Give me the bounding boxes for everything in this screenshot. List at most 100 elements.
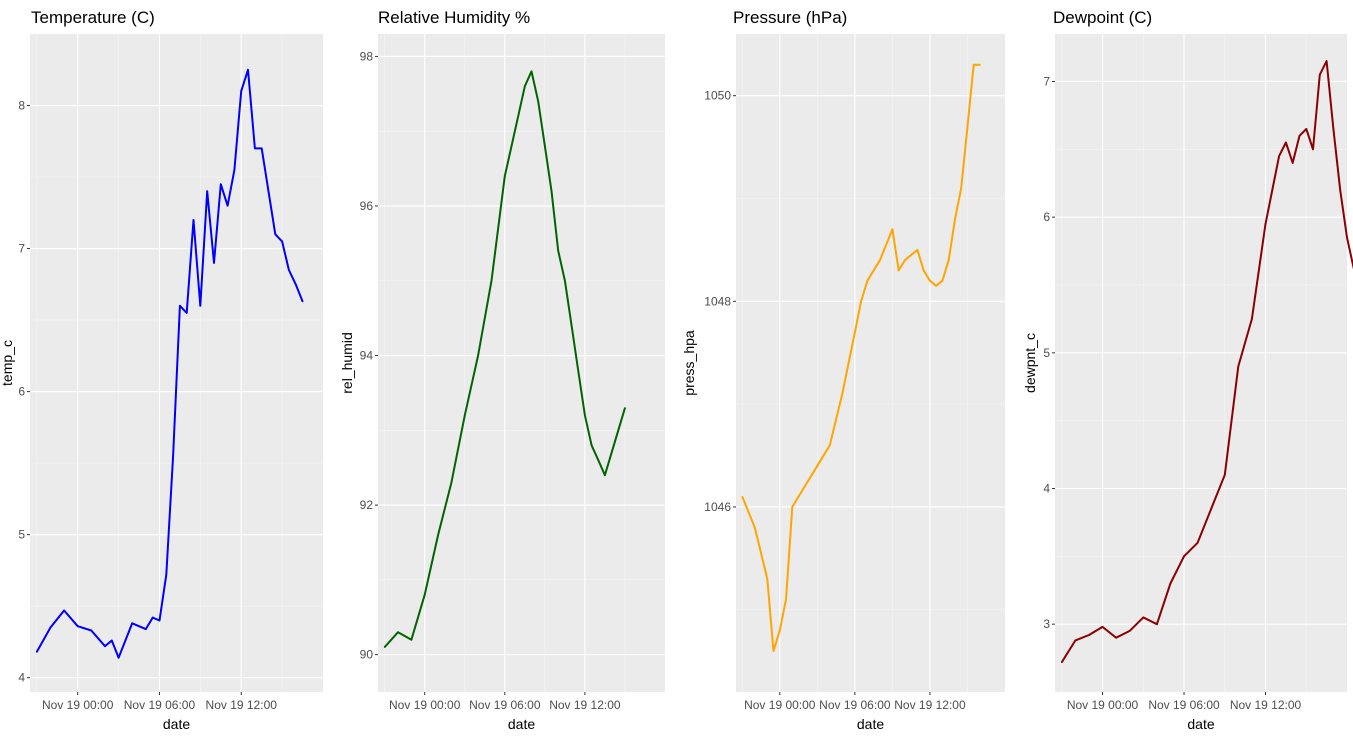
- chart-panel-2: 90 92 94 96 98 Nov 19 00:00 Nov 19 06:00 Nov 19…: [339, 8, 665, 732]
- data-point: [1183, 555, 1185, 558]
- chart-title: Relative Humidity %: [378, 8, 530, 27]
- data-point: [1305, 128, 1308, 130]
- data-point: [410, 638, 413, 641]
- data-point: [524, 85, 526, 88]
- data-point: [76, 625, 79, 627]
- data-point: [104, 645, 106, 647]
- data-point: [766, 578, 769, 580]
- y-axis-label: dewpnt_c: [1022, 333, 1038, 393]
- y-tick-label: 94: [360, 349, 374, 363]
- data-point: [192, 219, 195, 221]
- data-point: [972, 64, 975, 66]
- data-point: [274, 233, 277, 236]
- y-tick-label: 3: [1043, 617, 1050, 631]
- y-tick-label: 1048: [704, 294, 731, 308]
- y-tick-label: 8: [18, 99, 25, 113]
- chart-title: Pressure (hPa): [733, 8, 847, 27]
- y-axis-label: press_hpa: [681, 330, 697, 396]
- data-point: [1061, 661, 1063, 663]
- data-point: [1298, 135, 1301, 137]
- data-point: [1291, 162, 1294, 164]
- data-point: [1210, 508, 1212, 510]
- data-point: [437, 534, 439, 536]
- data-point: [1346, 236, 1348, 239]
- x-axis-label: date: [1187, 716, 1214, 732]
- data-point: [929, 279, 931, 282]
- data-point: [158, 619, 161, 622]
- data-point: [233, 169, 236, 171]
- data-point: [1264, 223, 1267, 225]
- data-point: [1074, 639, 1077, 642]
- x-tick-label: Nov 19 00:00: [1067, 698, 1139, 712]
- data-point: [1128, 630, 1131, 632]
- data-point: [247, 69, 249, 71]
- data-point: [220, 183, 222, 185]
- y-tick-label: 4: [18, 671, 25, 685]
- y-tick-label: 92: [360, 498, 374, 512]
- data-point: [90, 629, 93, 632]
- data-point: [960, 187, 962, 189]
- data-point: [185, 312, 188, 314]
- data-point: [131, 622, 133, 625]
- data-point: [829, 444, 831, 447]
- y-tick-label: 4: [1043, 481, 1050, 495]
- data-point: [301, 300, 304, 303]
- plot-background: [378, 34, 665, 692]
- data-point: [288, 269, 290, 271]
- data-point: [785, 598, 787, 601]
- data-point: [1319, 73, 1321, 76]
- y-tick-label: 7: [18, 242, 25, 256]
- x-axis-label: date: [508, 716, 535, 732]
- x-axis-label: date: [857, 716, 884, 732]
- data-point: [791, 506, 794, 508]
- data-point: [267, 190, 270, 193]
- data-point: [117, 656, 120, 659]
- data-point: [397, 631, 399, 633]
- x-tick-label: Nov 19 12:00: [549, 698, 621, 712]
- data-point: [530, 70, 533, 73]
- data-point: [570, 324, 573, 327]
- data-point: [1196, 542, 1199, 544]
- data-point: [597, 459, 600, 462]
- data-point: [477, 354, 479, 357]
- data-point: [577, 369, 579, 372]
- plot-background: [736, 34, 1005, 692]
- data-point: [1101, 626, 1104, 628]
- data-point: [1169, 582, 1172, 585]
- chart-panel-3: 1046 1048 1050 Nov 19 00:00 Nov 19 06:00 Nov …: [681, 8, 1005, 732]
- y-tick-label: 5: [1043, 346, 1050, 360]
- data-point: [281, 240, 283, 243]
- data-point: [550, 190, 553, 192]
- data-point: [897, 269, 900, 272]
- x-tick-label: Nov 19 00:00: [744, 698, 816, 712]
- data-point: [624, 407, 626, 409]
- data-point: [490, 279, 493, 282]
- y-tick-label: 7: [1043, 74, 1050, 88]
- data-point: [610, 451, 613, 454]
- y-tick-label: 96: [360, 199, 374, 213]
- data-point: [226, 204, 229, 207]
- y-tick-label: 1046: [704, 500, 731, 514]
- data-point: [860, 300, 862, 303]
- data-point: [1115, 636, 1117, 639]
- data-point: [172, 455, 174, 457]
- data-point: [772, 650, 775, 652]
- data-point: [804, 485, 806, 488]
- data-point: [584, 414, 586, 417]
- data-point: [1278, 155, 1280, 157]
- y-tick-label: 98: [360, 49, 374, 63]
- data-point: [36, 651, 38, 653]
- x-tick-label: Nov 19 00:00: [42, 698, 114, 712]
- data-point: [1271, 189, 1274, 191]
- data-point: [254, 147, 256, 150]
- data-point: [879, 259, 881, 262]
- x-tick-label: Nov 19 06:00: [1148, 698, 1220, 712]
- x-tick-label: Nov 19 06:00: [469, 698, 541, 712]
- data-point: [145, 628, 147, 630]
- data-point: [564, 279, 566, 282]
- y-tick-label: 6: [18, 385, 25, 399]
- x-tick-label: Nov 19 12:00: [894, 698, 966, 712]
- data-point: [1325, 60, 1328, 62]
- data-point: [604, 474, 606, 477]
- data-point: [617, 429, 620, 432]
